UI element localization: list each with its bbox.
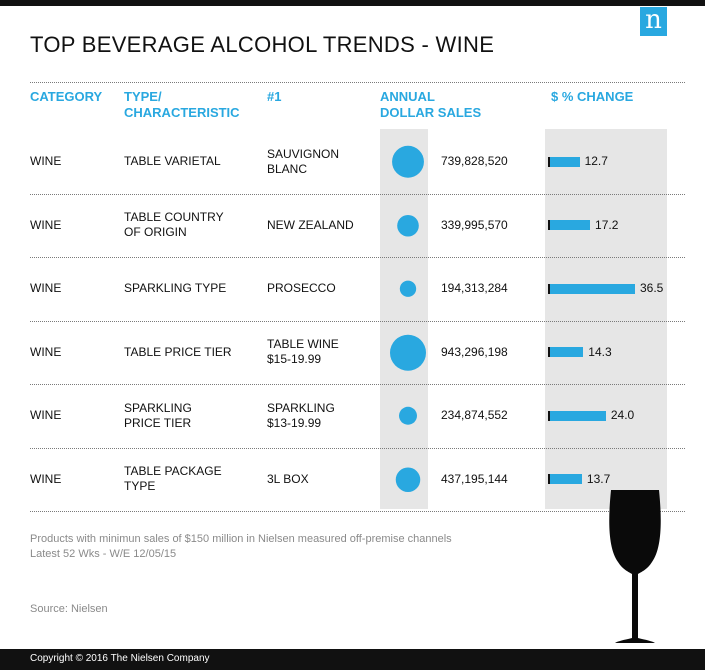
change-bar <box>550 283 635 294</box>
sales-bubble <box>399 280 417 297</box>
change-label: 36.5 <box>640 281 664 296</box>
category-cell: WINE <box>30 217 62 232</box>
sales-value: 943,296,198 <box>441 344 508 359</box>
header-sales: ANNUAL DOLLAR SALES <box>380 89 482 120</box>
header-top: #1 <box>267 89 282 104</box>
footer-bar <box>0 649 705 670</box>
type-cell: TABLE VARIETAL <box>124 154 221 169</box>
row-divider <box>30 511 685 512</box>
change-bar <box>550 220 591 231</box>
sales-bubble-chart <box>397 214 419 237</box>
row-divider <box>30 257 685 258</box>
sales-column-shade <box>380 129 428 509</box>
type-cell: TABLE PRICE TIER <box>124 344 232 359</box>
change-bar-tick <box>548 283 550 294</box>
sales-bubble-chart <box>395 466 421 492</box>
sales-bubble <box>399 406 417 425</box>
change-bar <box>550 474 582 485</box>
copyright-text: Copyright © 2016 The Nielsen Company <box>30 653 210 664</box>
change-bar-tick <box>548 347 550 358</box>
sales-value: 437,195,144 <box>441 471 508 486</box>
change-bar-tick <box>548 156 550 167</box>
page-title: TOP BEVERAGE ALCOHOL TRENDS - WINE <box>30 32 495 57</box>
row-divider <box>30 384 685 385</box>
row-divider <box>30 447 685 449</box>
sales-value: 739,828,520 <box>441 154 508 169</box>
category-cell: WINE <box>30 408 62 423</box>
sales-bubble-chart <box>399 406 417 425</box>
category-cell: WINE <box>30 154 62 169</box>
top-item-cell: SPARKLING $13-19.99 <box>267 400 335 430</box>
top-bar <box>0 0 705 6</box>
change-label: 13.7 <box>586 471 611 486</box>
category-cell: WINE <box>30 281 62 296</box>
sales-bubble <box>395 466 421 492</box>
source-note: Source: Nielsen <box>30 603 108 615</box>
sales-value: 234,874,552 <box>441 408 508 423</box>
change-label: 14.3 <box>588 344 612 359</box>
change-bar-tick <box>548 474 550 485</box>
sales-bubble-chart <box>390 334 426 371</box>
change-label: 12.7 <box>584 154 608 169</box>
sales-bubble-chart <box>399 280 417 297</box>
change-column-shade <box>545 129 667 509</box>
header-type: TYPE/ CHARACTERISTIC <box>124 89 240 120</box>
sales-value: 339,995,570 <box>441 217 508 232</box>
sales-bubble <box>390 334 426 371</box>
change-bar-tick <box>548 410 550 421</box>
change-bar-tick <box>548 220 550 231</box>
change-bar <box>550 156 580 167</box>
sales-bubble <box>392 145 424 178</box>
type-cell: SPARKLING PRICE TIER <box>124 400 192 430</box>
footnote: Products with minimun sales of $150 mill… <box>30 533 452 560</box>
header-divider-top <box>30 82 685 83</box>
type-cell: SPARKLING TYPE <box>124 281 227 296</box>
row-divider <box>30 320 685 322</box>
change-bar <box>550 410 606 421</box>
sales-value: 194,313,284 <box>441 281 508 296</box>
top-item-cell: PROSECCO <box>267 281 336 296</box>
sales-bubble <box>397 214 419 237</box>
nielsen-logo: n <box>640 7 667 36</box>
top-item-cell: SAUVIGNON BLANC <box>267 146 340 176</box>
change-bar <box>550 347 584 358</box>
type-cell: TABLE PACKAGE TYPE <box>124 464 222 494</box>
header-change: $ % CHANGE <box>551 89 634 104</box>
top-item-cell: NEW ZEALAND <box>267 217 354 232</box>
header-category: CATEGORY <box>30 89 103 104</box>
category-cell: WINE <box>30 471 62 486</box>
change-label: 24.0 <box>610 408 635 423</box>
sales-bubble-chart <box>392 145 424 178</box>
top-item-cell: TABLE WINE $15-19.99 <box>267 337 339 367</box>
wine-glass-icon <box>609 490 661 643</box>
top-item-cell: 3L BOX <box>267 471 309 486</box>
row-divider <box>30 193 685 195</box>
type-cell: TABLE COUNTRY OF ORIGIN <box>124 210 224 240</box>
category-cell: WINE <box>30 344 62 359</box>
change-label: 17.2 <box>595 217 619 232</box>
